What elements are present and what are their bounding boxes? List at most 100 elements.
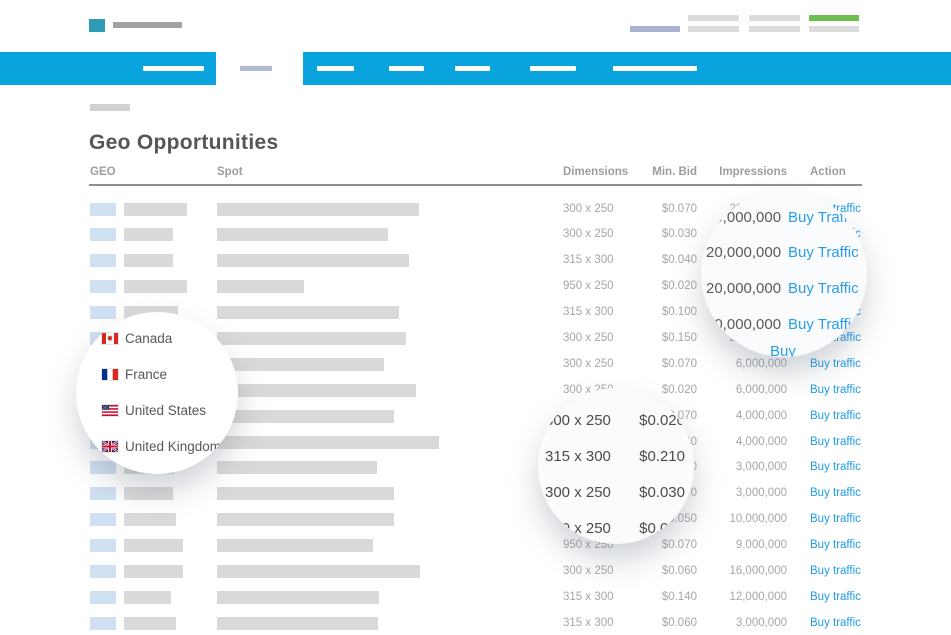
geo-flag-placeholder bbox=[90, 280, 116, 294]
zoomed-impressions-row: 20,000,000 Buy Traffic bbox=[706, 244, 861, 262]
menu-link-accent-placeholder[interactable] bbox=[630, 26, 680, 32]
buy-traffic-link[interactable]: Buy traffic bbox=[810, 590, 861, 603]
geo-name-placeholder bbox=[124, 487, 173, 501]
menu-link-placeholder[interactable] bbox=[749, 15, 800, 21]
zoomed-buy-traffic-link[interactable]: Buy Traffic bbox=[788, 244, 859, 261]
country-name: United Kingdom bbox=[125, 438, 222, 454]
impressions-cell: 3,000,000 bbox=[735, 616, 787, 629]
nav-link-placeholder[interactable] bbox=[389, 66, 424, 71]
zoomed-impressions-value: 20,000,000 bbox=[706, 316, 782, 333]
buy-traffic-link[interactable]: Buy traffic bbox=[810, 513, 861, 526]
top-header bbox=[0, 0, 951, 52]
geo-flag-placeholder bbox=[90, 254, 116, 268]
column-header-geo: GEO bbox=[90, 166, 116, 178]
flag-fr-icon bbox=[102, 368, 118, 380]
zoomed-bid-row: 315 x 300 $0.210 bbox=[545, 448, 685, 466]
menu-link-highlight-placeholder[interactable] bbox=[809, 15, 859, 21]
buy-traffic-link[interactable]: Buy traffic bbox=[810, 383, 861, 396]
spot-name-placeholder bbox=[217, 331, 406, 345]
country-item[interactable]: United States bbox=[102, 402, 206, 418]
dimensions-cell: 950 x 250 bbox=[563, 280, 614, 293]
geo-flag-placeholder bbox=[90, 487, 116, 501]
zoomed-min-bid: $0.210 bbox=[639, 448, 685, 465]
nav-link-placeholder[interactable] bbox=[143, 66, 204, 71]
column-header-impressions: Impressions bbox=[719, 166, 787, 178]
spot-name-placeholder bbox=[217, 228, 388, 242]
buy-traffic-link[interactable]: Buy traffic bbox=[810, 461, 861, 474]
main-navbar bbox=[0, 52, 951, 85]
menu-link-placeholder[interactable] bbox=[809, 26, 859, 32]
country-item[interactable]: France bbox=[102, 366, 167, 382]
buy-traffic-link[interactable]: Buy traffic bbox=[810, 435, 861, 448]
dimensions-cell: 300 x 250 bbox=[563, 202, 614, 215]
min-bid-cell: $0.100 bbox=[661, 306, 697, 319]
table-row: 315 x 300 $0.060 3,000,000 Buy traffic bbox=[89, 610, 862, 635]
dimensions-cell: 315 x 300 bbox=[563, 306, 614, 319]
nav-link-placeholder[interactable] bbox=[455, 66, 490, 71]
menu-link-placeholder[interactable] bbox=[749, 26, 800, 32]
spot-name-placeholder bbox=[217, 254, 409, 268]
country-name: Canada bbox=[125, 330, 173, 346]
country-item[interactable]: United Kingdom bbox=[102, 438, 221, 454]
zoomed-dimensions: 300 x 250 bbox=[545, 412, 611, 429]
nav-link-placeholder[interactable] bbox=[317, 66, 354, 71]
menu-link-placeholder[interactable] bbox=[688, 15, 739, 21]
zoomed-min-bid: $0.020 bbox=[639, 412, 685, 429]
geo-name-placeholder bbox=[124, 202, 187, 216]
geo-flag-placeholder bbox=[90, 306, 116, 320]
table-row: 950 x 250 $0.070 9,000,000 Buy traffic bbox=[89, 533, 862, 559]
zoomed-buy-traffic-link[interactable]: Buy Traffic bbox=[788, 316, 859, 333]
buy-traffic-link[interactable]: Buy traffic bbox=[810, 487, 861, 500]
spot-name-placeholder bbox=[217, 590, 379, 604]
geo-zoom-bubble: Canada France United States United Kingdom bbox=[76, 312, 238, 474]
buy-traffic-link[interactable]: Buy traffic bbox=[810, 409, 861, 422]
min-bid-cell: $0.040 bbox=[661, 254, 697, 267]
column-header-dimensions: Dimensions bbox=[563, 166, 629, 178]
zoomed-impressions-row: 20,000,000 Buy Traffic bbox=[706, 209, 861, 227]
dimensions-cell: 300 x 250 bbox=[563, 331, 614, 344]
flag-ca-icon bbox=[102, 332, 118, 344]
impressions-cell: 9,000,000 bbox=[735, 539, 787, 552]
buy-traffic-link[interactable]: Buy traffic bbox=[810, 539, 861, 552]
country-name: France bbox=[125, 366, 168, 382]
nav-link-placeholder[interactable] bbox=[530, 66, 576, 71]
min-bid-cell: $0.020 bbox=[661, 280, 697, 293]
flag-us-icon bbox=[102, 404, 118, 416]
geo-flag-placeholder bbox=[90, 461, 116, 475]
min-bid-cell: $0.140 bbox=[661, 590, 697, 603]
geo-name-placeholder bbox=[124, 513, 176, 527]
zoomed-dimensions: 300 x 250 bbox=[545, 484, 611, 501]
spot-name-placeholder bbox=[217, 564, 420, 578]
zoomed-impressions-value: 20,000,000 bbox=[706, 209, 782, 226]
nav-link-placeholder[interactable] bbox=[613, 66, 697, 71]
spot-name-placeholder bbox=[217, 383, 416, 397]
zoomed-buy-traffic-link[interactable]: Buy Traffic bbox=[788, 280, 859, 297]
impressions-cell: 4,000,000 bbox=[735, 409, 787, 422]
geo-name-placeholder bbox=[124, 228, 173, 242]
menu-link-placeholder[interactable] bbox=[688, 26, 739, 32]
logo-text-placeholder bbox=[113, 22, 182, 28]
zoomed-buy-traffic-link[interactable]: Buy Traffic bbox=[788, 209, 859, 226]
dimensions-cell: 315 x 300 bbox=[563, 590, 614, 603]
min-bid-cell: $0.070 bbox=[661, 357, 697, 370]
geo-name-placeholder bbox=[124, 564, 183, 578]
nav-active-tab-label-placeholder bbox=[240, 66, 272, 71]
min-bid-cell: $0.070 bbox=[661, 202, 697, 215]
nav-active-tab[interactable] bbox=[216, 52, 303, 85]
table-row: 300 x 250 $0.070 6,000,000 Buy traffic bbox=[89, 351, 862, 377]
buy-traffic-link[interactable]: Buy traffic bbox=[810, 616, 861, 629]
spot-name-placeholder bbox=[217, 280, 304, 294]
impressions-cell: 3,000,000 bbox=[735, 487, 787, 500]
country-item[interactable]: Canada bbox=[102, 330, 172, 346]
buy-traffic-link[interactable]: Buy traffic bbox=[810, 564, 861, 577]
impressions-cell: 4,000,000 bbox=[735, 435, 787, 448]
dimensions-cell: 315 x 300 bbox=[563, 254, 614, 267]
geo-flag-placeholder bbox=[90, 590, 116, 604]
table-row: 300 x 250 $0.050 10,000,000 Buy traffic bbox=[89, 507, 862, 533]
dimensions-cell: 315 x 300 bbox=[563, 616, 614, 629]
zoomed-dimensions: 950 x 250 bbox=[545, 520, 611, 537]
spot-name-placeholder bbox=[217, 202, 419, 216]
impressions-cell: 6,000,000 bbox=[735, 357, 787, 370]
buy-traffic-link[interactable]: Buy traffic bbox=[810, 357, 861, 370]
